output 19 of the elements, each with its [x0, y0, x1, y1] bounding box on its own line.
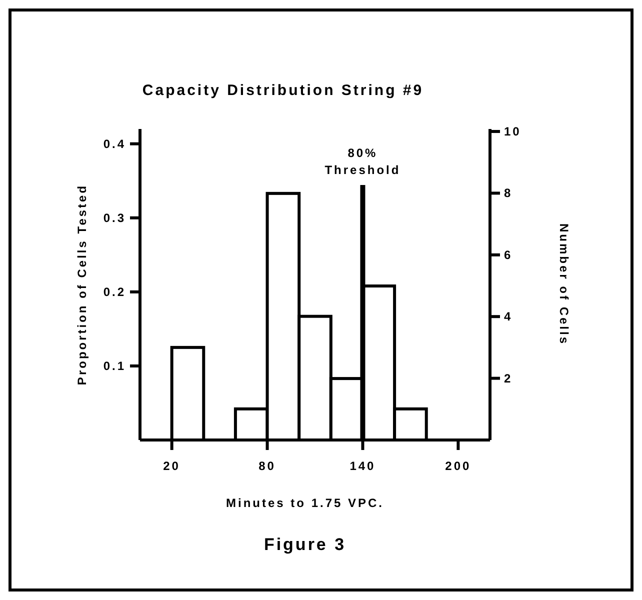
caption: Figure 3	[264, 535, 346, 554]
y-tick-label: 0.1	[103, 358, 126, 373]
y2-tick-label: 6	[504, 248, 513, 262]
y2-tick-label: 10	[504, 124, 522, 138]
x-tick-label: 140	[350, 459, 376, 473]
y2-tick-label: 4	[504, 310, 513, 324]
y2-axis-title: Number of Cells	[557, 223, 571, 346]
chart-title: Capacity Distribution String #9	[142, 82, 424, 99]
y-tick-label: 0.4	[103, 136, 126, 151]
x-tick-label: 20	[163, 459, 180, 473]
ref-line-label: 80% Threshold	[324, 146, 401, 177]
y2-tick-label: 2	[504, 371, 513, 386]
x-tick-label: 80	[258, 459, 276, 473]
x-axis-title: Minutes to 1.75 VPC.	[226, 496, 384, 510]
y2-tick-label: 8	[504, 186, 513, 200]
y-tick-label: 0.2	[103, 284, 126, 299]
y-tick-label: 0.3	[103, 210, 126, 225]
x-tick-label: 200	[445, 459, 472, 473]
y-axis-title: Proportion of Cells Tested	[75, 184, 89, 386]
